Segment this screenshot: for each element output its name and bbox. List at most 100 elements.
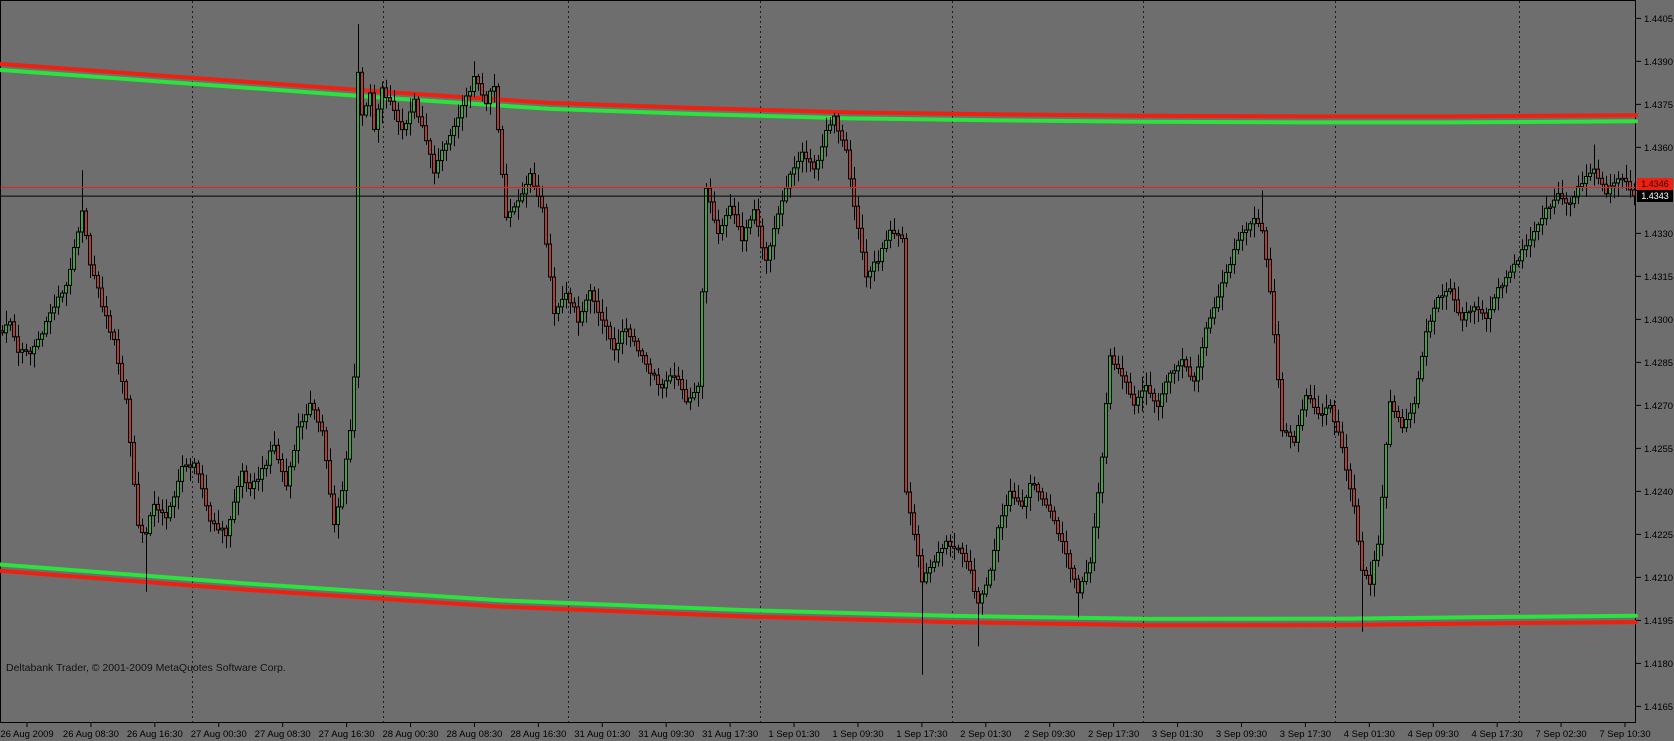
bear-candle-body xyxy=(396,109,400,123)
time-tick-label: 1 Sep 17:30 xyxy=(896,729,947,740)
bear-candle-body xyxy=(732,205,736,216)
bull-candle-body xyxy=(1500,285,1504,289)
bull-candle-body xyxy=(304,414,308,423)
bear-candle-body xyxy=(976,591,980,604)
bull-candle-body xyxy=(1140,390,1144,398)
bull-candle-body xyxy=(180,466,184,482)
bear-candle-body xyxy=(648,363,652,374)
bull-candle-body xyxy=(452,125,456,137)
bull-candle-body xyxy=(456,117,460,127)
bear-candle-body xyxy=(960,547,964,555)
bear-candle-body xyxy=(100,287,104,308)
bear-candle-body xyxy=(628,328,632,338)
bull-candle-body xyxy=(1572,196,1576,205)
bull-candle-body xyxy=(820,146,824,161)
bull-candle-body xyxy=(1556,193,1560,201)
bear-candle-body xyxy=(756,209,760,227)
bull-candle-body xyxy=(668,375,672,382)
time-tick-label: 27 Aug 08:30 xyxy=(255,729,311,740)
bull-candle-body xyxy=(888,229,892,241)
time-tick-label: 31 Aug 09:30 xyxy=(638,729,694,740)
bull-candle-body xyxy=(588,290,592,301)
bull-candle-body xyxy=(232,501,236,521)
bear-candle-body xyxy=(660,383,664,389)
bull-candle-body xyxy=(444,143,448,151)
bull-candle-body xyxy=(924,572,928,583)
bull-candle-body xyxy=(1080,581,1084,594)
bull-candle-body xyxy=(1504,277,1508,287)
bear-candle-body xyxy=(1344,447,1348,471)
envelope-bottom-red-line xyxy=(0,568,1638,628)
bear-candle-body xyxy=(708,187,712,203)
bull-candle-body xyxy=(184,464,188,467)
bull-candle-body xyxy=(1216,296,1220,309)
bear-candle-body xyxy=(12,321,16,338)
bear-candle-body xyxy=(808,158,812,163)
bull-candle-body xyxy=(692,392,696,399)
bull-candle-body xyxy=(1444,290,1448,297)
bear-candle-body xyxy=(900,234,904,239)
bull-candle-body xyxy=(296,426,300,452)
bull-candle-body xyxy=(1436,297,1440,309)
bear-candle-body xyxy=(1260,222,1264,232)
bear-candle-body xyxy=(280,459,284,473)
bear-candle-body xyxy=(1480,309,1484,314)
bear-candle-body xyxy=(1268,258,1272,293)
bear-candle-body xyxy=(216,523,220,531)
envelope-top-red-line xyxy=(0,61,1638,119)
bear-candle-body xyxy=(320,421,324,432)
bull-candle-body xyxy=(1508,271,1512,279)
bull-candle-body xyxy=(8,321,12,326)
bear-candle-body xyxy=(500,129,504,175)
bear-candle-body xyxy=(712,201,716,221)
bull-candle-body xyxy=(1160,393,1164,407)
bull-candle-body xyxy=(1240,232,1244,241)
bear-candle-body xyxy=(208,505,212,522)
bear-candle-body xyxy=(96,275,100,289)
bull-candle-body xyxy=(32,345,36,355)
bull-candle-body xyxy=(1168,372,1172,383)
bear-candle-body xyxy=(140,524,144,533)
bull-candle-body xyxy=(580,311,584,323)
bear-candle-body xyxy=(164,512,168,519)
bear-candle-body xyxy=(1072,567,1076,580)
bear-candle-body xyxy=(1348,469,1352,490)
bear-candle-body xyxy=(844,139,848,151)
bear-candle-body xyxy=(860,227,864,253)
bull-candle-body xyxy=(148,515,152,535)
bull-candle-body xyxy=(980,593,984,604)
bull-candle-body xyxy=(1372,559,1376,585)
bear-candle-body xyxy=(672,375,676,378)
bear-candle-body xyxy=(604,319,608,327)
time-tick-label: 27 Aug 16:30 xyxy=(319,729,375,740)
bull-candle-body xyxy=(1144,385,1148,392)
bull-candle-body xyxy=(1028,483,1032,498)
bull-candle-body xyxy=(1232,249,1236,266)
bull-candle-body xyxy=(824,130,828,148)
bear-candle-body xyxy=(1316,406,1320,415)
bull-candle-body xyxy=(292,450,296,468)
bear-candle-body xyxy=(608,325,612,340)
bear-candle-body xyxy=(1400,417,1404,429)
bear-candle-body xyxy=(388,97,392,102)
bull-candle-body xyxy=(1244,229,1248,233)
bull-candle-body xyxy=(1516,260,1520,265)
bull-candle-body xyxy=(1492,297,1496,311)
bear-candle-body xyxy=(916,534,920,557)
time-tick-label: 3 Sep 01:30 xyxy=(1152,729,1203,740)
price-tick-label: 1.4180 xyxy=(1644,659,1673,670)
bull-candle-body xyxy=(1212,307,1216,319)
bull-candle-body xyxy=(748,219,752,229)
bear-candle-body xyxy=(568,292,572,304)
bear-candle-body xyxy=(1628,181,1632,191)
bull-candle-body xyxy=(336,506,340,526)
price-tick-label: 1.4315 xyxy=(1644,272,1673,283)
bull-candle-body xyxy=(936,552,940,563)
bull-candle-body xyxy=(1004,505,1008,517)
bear-candle-body xyxy=(332,493,336,526)
bear-candle-body xyxy=(716,219,720,234)
bear-candle-body xyxy=(1604,183,1608,195)
time-tick-label: 28 Aug 16:30 xyxy=(510,729,566,740)
bear-candle-body xyxy=(1568,202,1572,205)
